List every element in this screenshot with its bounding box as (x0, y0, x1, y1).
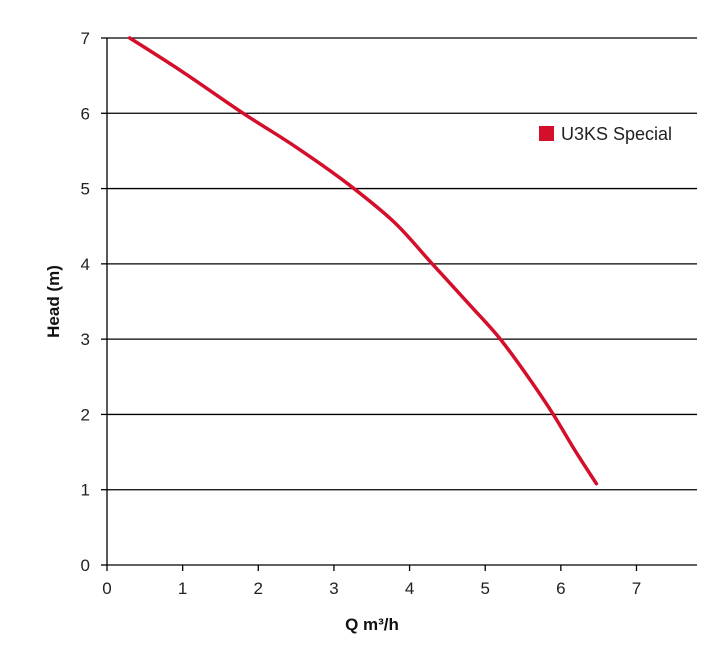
x-axis-label: Q m³/h (345, 615, 399, 634)
x-tick-label-1: 1 (178, 579, 187, 598)
y-tick-label-5: 5 (81, 180, 90, 199)
axes (106, 38, 697, 566)
x-tick-label-0: 0 (102, 579, 111, 598)
y-tick-label-2: 2 (81, 405, 90, 424)
gridlines (107, 37, 697, 491)
y-tick-label-7: 7 (81, 29, 90, 48)
x-tick-label-3: 3 (329, 579, 338, 598)
x-tick-label-6: 6 (556, 579, 565, 598)
x-tick-label-2: 2 (254, 579, 263, 598)
legend-swatch (539, 126, 554, 141)
x-tick-label-4: 4 (405, 579, 414, 598)
y-tick-label-1: 1 (81, 481, 90, 500)
y-tick-label-6: 6 (81, 104, 90, 123)
series-group (127, 36, 599, 486)
x-tick-label-7: 7 (632, 579, 641, 598)
series-line-u3ks-special (127, 36, 599, 486)
y-axis-label: Head (m) (44, 265, 63, 338)
y-tick-label-3: 3 (81, 330, 90, 349)
legend-label: U3KS Special (561, 124, 672, 144)
y-tick-label-0: 0 (81, 556, 90, 575)
legend: U3KS Special (539, 124, 672, 144)
x-tick-labels: 0 1 2 3 4 5 6 7 (102, 565, 641, 598)
y-tick-label-4: 4 (81, 255, 90, 274)
y-tick-labels: 0 1 2 3 4 5 6 7 (81, 29, 107, 575)
x-tick-label-5: 5 (480, 579, 489, 598)
